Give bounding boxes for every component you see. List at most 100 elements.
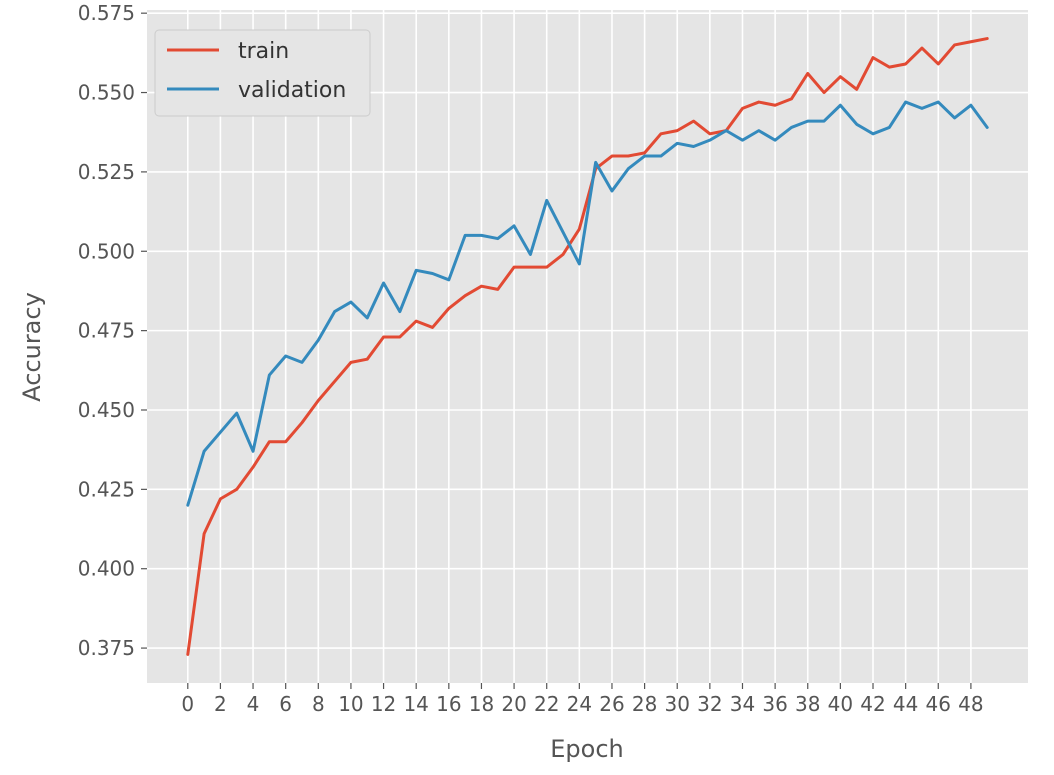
data-point-validation: [431, 272, 434, 275]
data-point-train: [660, 133, 662, 135]
data-point-train: [855, 88, 858, 91]
x-tick-label: 24: [567, 692, 592, 716]
data-point-validation: [578, 263, 581, 265]
x-tick-label: 36: [762, 692, 787, 716]
data-point-validation: [709, 139, 711, 141]
data-point-validation: [937, 101, 940, 103]
data-point-train: [839, 75, 842, 78]
x-tick-label: 16: [436, 692, 461, 716]
data-point-validation: [611, 190, 613, 192]
data-point-validation: [219, 431, 222, 434]
data-point-validation: [562, 231, 564, 234]
data-point-validation: [725, 129, 727, 132]
data-point-validation: [464, 234, 466, 237]
data-point-train: [366, 358, 369, 360]
grid-lines: [147, 10, 1028, 683]
data-point-validation: [333, 310, 336, 313]
data-point-train: [986, 37, 989, 40]
data-point-validation: [643, 155, 646, 157]
data-point-validation: [823, 120, 825, 122]
x-tick-label: 2: [214, 692, 227, 716]
data-point-train: [692, 120, 695, 122]
data-point-validation: [529, 253, 532, 256]
data-point-train: [758, 101, 760, 103]
data-point-train: [545, 266, 548, 268]
data-point-train: [611, 155, 613, 157]
x-tick-label: 20: [501, 692, 526, 716]
data-point-validation: [790, 126, 793, 129]
data-point-train: [741, 107, 744, 110]
data-point-train: [790, 98, 793, 100]
x-tick-label: 18: [469, 692, 494, 716]
y-axis-label: Accuracy: [18, 292, 46, 402]
data-point-validation: [806, 120, 809, 122]
x-tick-label: 0: [181, 692, 194, 716]
data-point-train: [235, 488, 238, 491]
data-point-train: [904, 63, 907, 65]
data-point-validation: [252, 450, 254, 453]
data-point-validation: [448, 279, 450, 281]
x-tick-label: 10: [338, 692, 363, 716]
data-point-validation: [594, 161, 597, 164]
data-point-train: [448, 307, 450, 310]
x-tick-label: 34: [730, 692, 755, 716]
data-point-validation: [692, 145, 695, 148]
data-point-train: [643, 152, 646, 154]
data-point-validation: [855, 123, 858, 126]
y-tick-label: 0.375: [78, 636, 135, 660]
data-point-train: [823, 91, 825, 94]
data-point-validation: [953, 117, 956, 119]
data-point-train: [709, 133, 711, 135]
y-tick-label: 0.400: [78, 557, 135, 581]
x-tick-label: 4: [247, 692, 260, 716]
data-point-train: [888, 66, 891, 68]
data-point-train: [937, 63, 940, 65]
x-axis-label: Epoch: [550, 735, 624, 763]
data-point-train: [382, 336, 385, 338]
data-point-train: [496, 288, 499, 291]
data-point-validation: [986, 126, 989, 129]
data-point-validation: [676, 142, 679, 145]
x-tick-label: 22: [534, 692, 559, 716]
data-point-train: [268, 440, 271, 443]
y-tick-label: 0.425: [78, 477, 135, 501]
y-tick-label: 0.575: [78, 1, 135, 25]
data-point-validation: [203, 450, 205, 453]
data-point-train: [284, 440, 287, 443]
data-point-train: [350, 361, 352, 364]
data-point-train: [529, 266, 532, 268]
data-point-train: [953, 44, 956, 46]
x-tick-label: 14: [403, 692, 428, 716]
series-line-train: [186, 37, 989, 656]
data-point-train: [333, 380, 336, 383]
legend: train validation: [154, 29, 371, 117]
x-tick-label: 42: [860, 692, 885, 716]
data-point-train: [399, 336, 401, 338]
data-point-validation: [741, 139, 744, 141]
data-point-validation: [904, 101, 907, 103]
data-point-train: [186, 653, 189, 656]
data-point-validation: [366, 317, 369, 319]
data-point-train: [317, 399, 320, 402]
data-point-validation: [350, 301, 352, 303]
series-lines: [186, 37, 989, 656]
x-tick-label: 44: [893, 692, 918, 716]
x-tick-label: 26: [599, 692, 624, 716]
data-point-validation: [317, 339, 320, 341]
data-point-validation: [888, 126, 891, 129]
x-axis-ticks: 0 2 4 6 8 10 12 14 16 18 20 22 24 26 28 30 32 34 36 38 40 42 4…: [181, 683, 984, 716]
data-point-validation: [496, 237, 499, 240]
y-tick-label: 0.525: [78, 160, 135, 184]
data-point-validation: [545, 199, 548, 202]
y-tick-label: 0.500: [78, 239, 135, 263]
x-tick-label: 38: [795, 692, 820, 716]
x-tick-label: 48: [958, 692, 983, 716]
data-point-train: [431, 326, 434, 329]
data-point-train: [872, 56, 874, 59]
data-point-validation: [301, 361, 303, 364]
y-axis-ticks: 0.375 0.400 0.425 0.450 0.475 0.500 0.525 0.550…: [78, 1, 147, 660]
data-point-train: [562, 253, 564, 256]
x-tick-label: 8: [312, 692, 325, 716]
legend-label-train: train: [238, 39, 289, 64]
